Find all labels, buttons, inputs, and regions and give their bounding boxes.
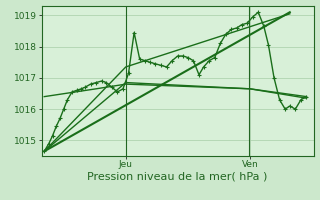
- X-axis label: Pression niveau de la mer( hPa ): Pression niveau de la mer( hPa ): [87, 172, 268, 182]
